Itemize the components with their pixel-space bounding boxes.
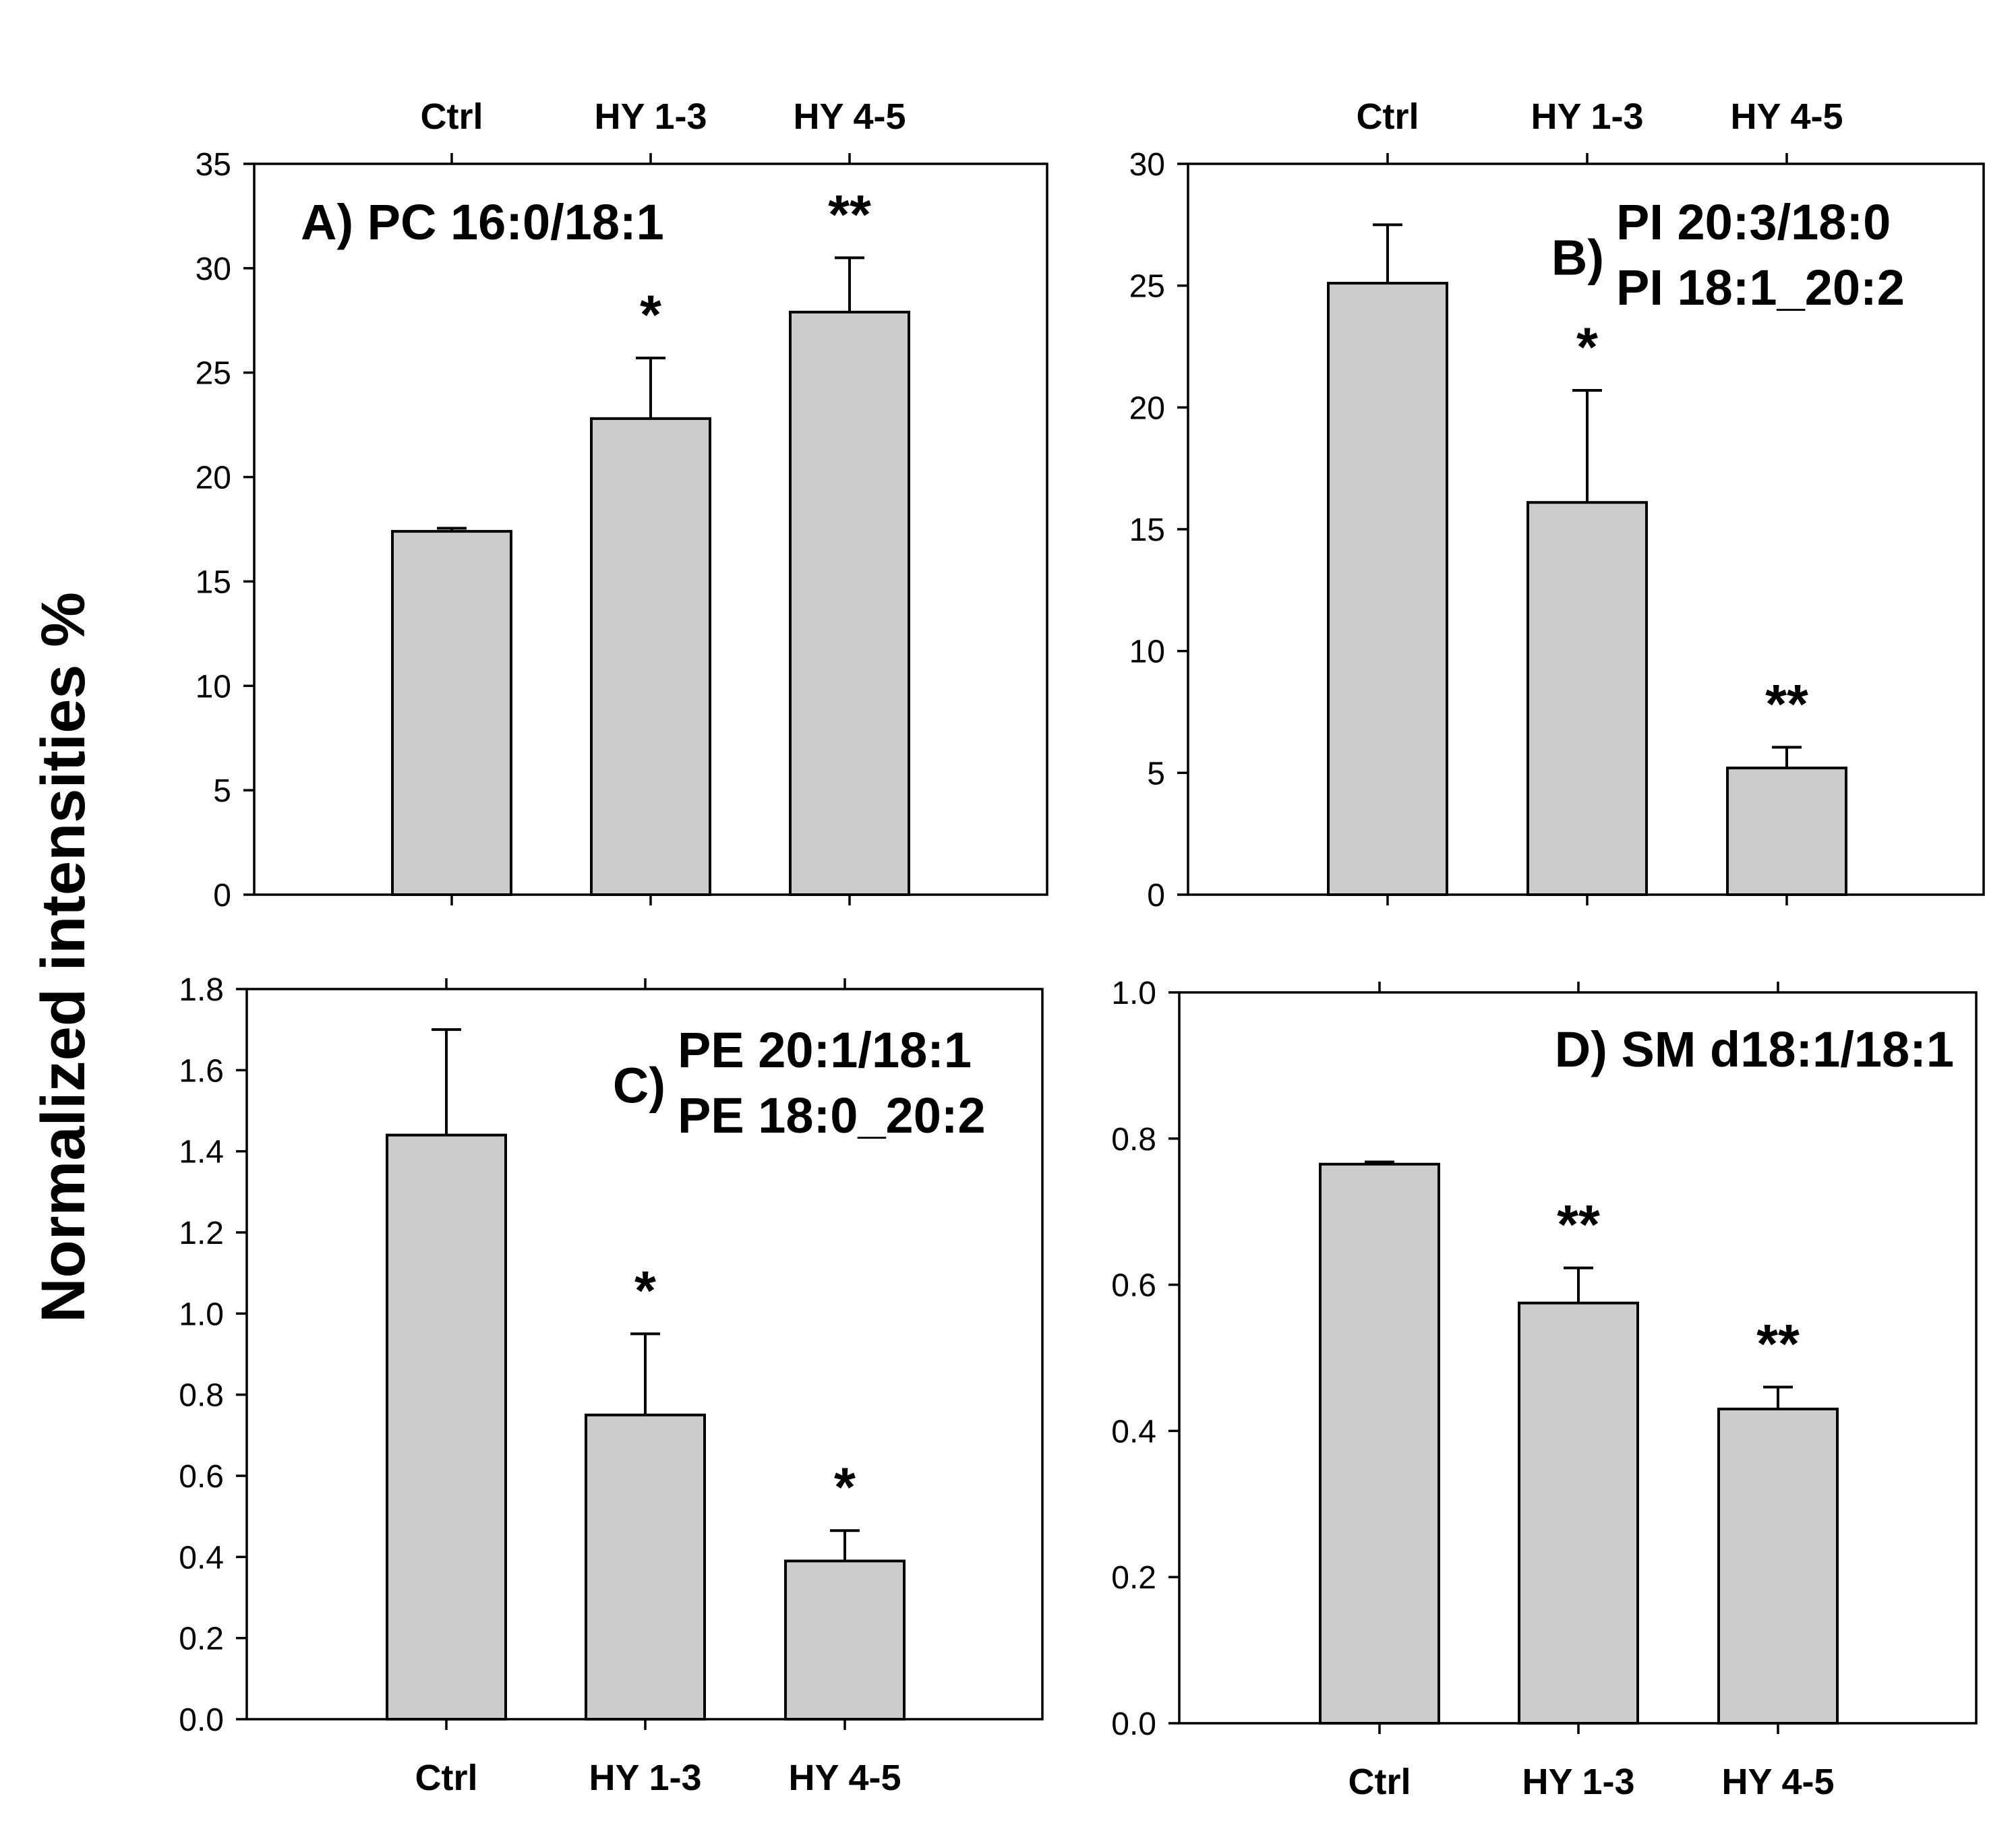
category-label: HY 4-5 [1730,96,1843,137]
bar-ctrl [1319,1162,1440,1725]
bar-hy-4-5 [789,310,910,896]
y-tick-label: 30 [196,251,231,287]
category-label: Ctrl [421,96,483,137]
panel-a: 0 5 10 15 20 25 30 35 Ctrl * HY 1-3 ** HY 4-5 A) PC 1… [196,96,1048,914]
panel-analyte-2: PE 18:0_20:2 [678,1087,986,1143]
significance-marker: * [834,1457,856,1518]
panel-label: A) PC 16:0/18:1 [301,194,664,250]
significance-marker: ** [1756,1313,1800,1375]
y-tick-label: 0 [213,878,231,914]
significance-marker: ** [1765,674,1808,735]
y-tick-label: 5 [213,773,231,809]
panel-b: 0 5 10 15 20 25 30 Ctrl * HY 1-3 ** HY 4-5 B)PI 20:3… [1129,96,1985,914]
y-tick-label: 0.6 [1111,1268,1156,1304]
panel-analyte: SM d18:1/18:1 [1607,1021,1954,1077]
bar-ctrl [1327,282,1448,896]
category-label: Ctrl [1357,96,1419,137]
category-label: HY 4-5 [793,96,906,137]
bar-hy-4-5 [784,1559,906,1721]
significance-marker: * [640,285,661,346]
y-tick-label: 5 [1147,756,1165,792]
panel-analyte-2: PI 18:1_20:2 [1616,260,1905,316]
y-tick-label: 0.2 [179,1621,224,1657]
y-tick-label: 25 [1129,269,1165,305]
panel-label: D) SM d18:1/18:1 [1555,1021,1954,1077]
bar-hy-1-3 [1526,501,1648,896]
significance-marker: ** [1557,1195,1600,1256]
y-tick-label: 1.0 [179,1296,224,1332]
category-label: HY 1-3 [1522,1762,1634,1802]
y-tick-label: 0 [1147,878,1165,914]
panel-analyte-1: PI 20:3/18:0 [1616,194,1891,250]
y-tick-label: 1.2 [179,1216,224,1251]
y-tick-label: 20 [196,460,231,496]
y-tick-label: 15 [196,564,231,600]
y-tick-label: 0.6 [179,1459,224,1495]
category-label: HY 1-3 [594,96,707,137]
y-tick-label: 0.8 [179,1378,224,1414]
category-label: Ctrl [1348,1762,1411,1802]
bar-hy-4-5 [1726,767,1847,897]
panel-letter: D) [1555,1021,1607,1077]
bar-hy-4-5 [1717,1407,1839,1725]
bar-ctrl [386,1133,507,1721]
y-tick-label: 0.2 [1111,1560,1156,1596]
panel-letter: B) [1551,230,1604,286]
y-axis-title: Normalized intensities % [29,592,98,1323]
y-tick-label: 1.8 [179,972,224,1008]
y-tick-label: 30 [1129,147,1165,183]
category-label: HY 4-5 [788,1758,901,1798]
significance-marker: * [634,1260,656,1321]
y-tick-label: 20 [1129,390,1165,426]
bar-hy-1-3 [585,1413,706,1721]
bar-hy-1-3 [1518,1301,1639,1725]
panel-c: 0.0 0.2 0.4 0.6 0.8 1.0 1.2 1.4 1.6 1.8 Ctrl * HY 1-… [179,972,1044,1798]
y-tick-label: 15 [1129,512,1165,548]
y-tick-label: 0.8 [1111,1122,1156,1158]
panel-analyte-1: PE 20:1/18:1 [678,1022,972,1078]
panel-d: 0.0 0.2 0.4 0.6 0.8 1.0 Ctrl ** HY 1-3 ** HY 4-5 D)… [1111,976,1978,1802]
y-tick-label: 35 [196,147,231,183]
bar-ctrl [391,530,512,896]
y-tick-label: 0.4 [179,1540,224,1576]
y-tick-label: 1.0 [1111,976,1156,1011]
category-label: HY 1-3 [589,1758,701,1798]
panel-analyte: PC 16:0/18:1 [353,194,664,250]
y-tick-label: 0.0 [179,1702,224,1738]
y-tick-label: 1.6 [179,1053,224,1089]
bar-hy-1-3 [590,417,711,896]
panel-letter: A) [301,194,353,250]
significance-marker: * [1576,317,1598,378]
category-label: HY 4-5 [1721,1762,1834,1802]
y-tick-label: 10 [196,669,231,705]
significance-marker: ** [828,184,871,245]
y-tick-label: 0.0 [1111,1706,1156,1742]
y-tick-label: 25 [196,356,231,392]
category-label: HY 1-3 [1531,96,1643,137]
y-tick-label: 0.4 [1111,1414,1156,1450]
category-label: Ctrl [415,1758,478,1798]
y-tick-label: 1.4 [179,1135,224,1170]
y-tick-label: 10 [1129,634,1165,670]
panel-letter: C) [613,1058,665,1114]
